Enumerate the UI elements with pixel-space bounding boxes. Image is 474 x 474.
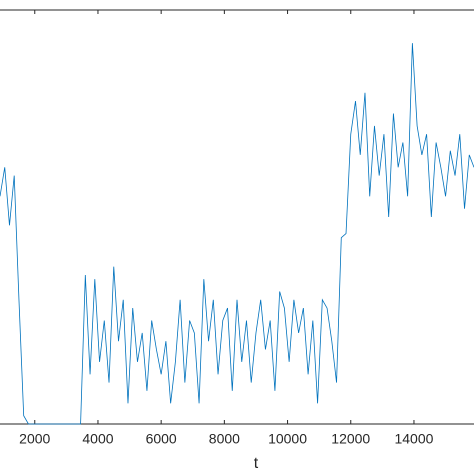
x-tick-label: 8000 (209, 431, 240, 447)
x-tick-label: 2000 (19, 431, 50, 447)
x-tick-label: 12000 (331, 431, 370, 447)
data-line (0, 43, 474, 425)
x-tick-label: 10000 (268, 431, 307, 447)
x-tick-label: 14000 (394, 431, 433, 447)
x-tick-label: 6000 (146, 431, 177, 447)
x-axis-label: t (254, 455, 259, 472)
x-tick-label: 4000 (82, 431, 113, 447)
